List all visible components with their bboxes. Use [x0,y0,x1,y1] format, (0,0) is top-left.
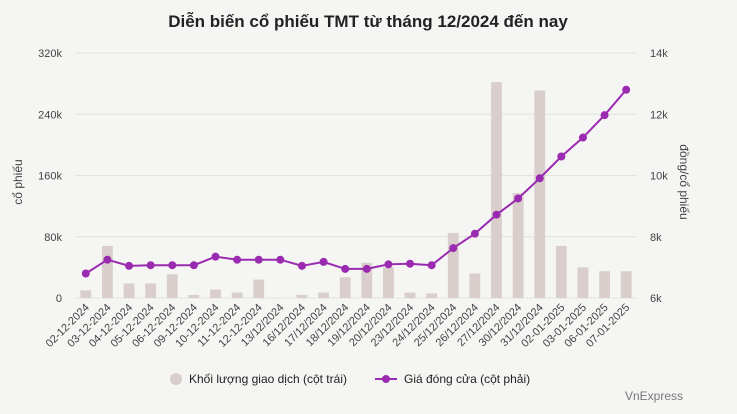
price-point [449,244,458,253]
y-right-tick-label: 8k [650,232,662,244]
price-point [622,85,631,94]
price-point [535,174,544,183]
grid-layer [75,52,637,299]
bar-volume [469,273,481,298]
bar-volume [599,271,610,298]
y-axis-right-label: đồng/cổ phiếu [677,144,691,219]
bar-volume [80,290,92,298]
bar-volume [404,292,416,298]
bar-volume [447,232,459,298]
legend-label-volume: Khối lượng giao dịch (cột trái) [189,372,347,386]
price-point [319,257,328,266]
bar-volume [253,279,265,298]
price-point [341,264,350,273]
price-point [81,269,90,278]
legend-swatch-price-dot [382,375,390,383]
source-label: VnExpress [625,389,683,403]
price-point [168,261,177,270]
price-point [211,252,220,261]
bar-volume [188,294,200,298]
legend-label-price: Giá đóng cửa (cột phải) [404,372,530,386]
price-point [600,111,609,120]
price-point [514,194,523,203]
price-point [362,264,371,273]
y-left-tick-label: 320k [38,48,62,60]
bar-volume [318,292,329,298]
price-line [85,89,627,275]
line-layer [81,85,631,278]
price-point [384,260,393,269]
bar-volume [620,271,632,298]
y-right-tick-label: 14k [650,48,668,60]
price-point [146,261,155,270]
price-point [254,255,263,264]
bar-volume [166,274,178,298]
bar-volume [210,289,221,298]
y-left-tick-label: 160k [38,171,62,183]
legend-swatch-volume [170,373,182,385]
bar-volume [361,262,373,298]
price-point [103,255,112,264]
y-right-tick-label: 6k [650,293,662,305]
y-axis-left-label: cổ phiếu [11,159,25,204]
axis-layer: 080k160k240k320k6k8k10k12k14k02-12-20240… [38,48,668,350]
price-point [557,152,566,161]
price-point [406,259,415,268]
bar-volume [555,245,567,298]
y-left-tick-label: 240k [38,109,62,121]
bar-volume [491,82,502,298]
bar-volume [123,283,135,298]
bar-volume [534,90,546,298]
y-right-tick-label: 12k [650,109,668,121]
bar-volume [102,245,113,298]
price-point [233,255,242,264]
price-point [189,261,198,270]
bar-volume [145,283,157,298]
price-point [470,229,479,238]
price-point [492,210,501,219]
price-point [125,261,134,270]
price-point [427,261,436,270]
price-point [297,261,306,270]
y-left-tick-label: 80k [44,232,62,244]
bar-volume [512,193,524,298]
bar-layer [80,82,632,298]
price-point [276,255,285,264]
bar-volume [426,293,438,298]
bar-volume [577,267,589,298]
y-right-tick-label: 10k [650,171,668,183]
bar-volume [339,277,351,298]
bar-volume [383,267,394,298]
price-point [578,133,587,142]
chart-title: Diễn biến cổ phiếu TMT từ tháng 12/2024 … [168,12,568,31]
bar-volume [231,292,243,298]
bar-volume [296,294,308,298]
y-left-tick-label: 0 [56,293,62,305]
legend: Khối lượng giao dịch (cột trái) Giá đóng… [170,372,530,386]
